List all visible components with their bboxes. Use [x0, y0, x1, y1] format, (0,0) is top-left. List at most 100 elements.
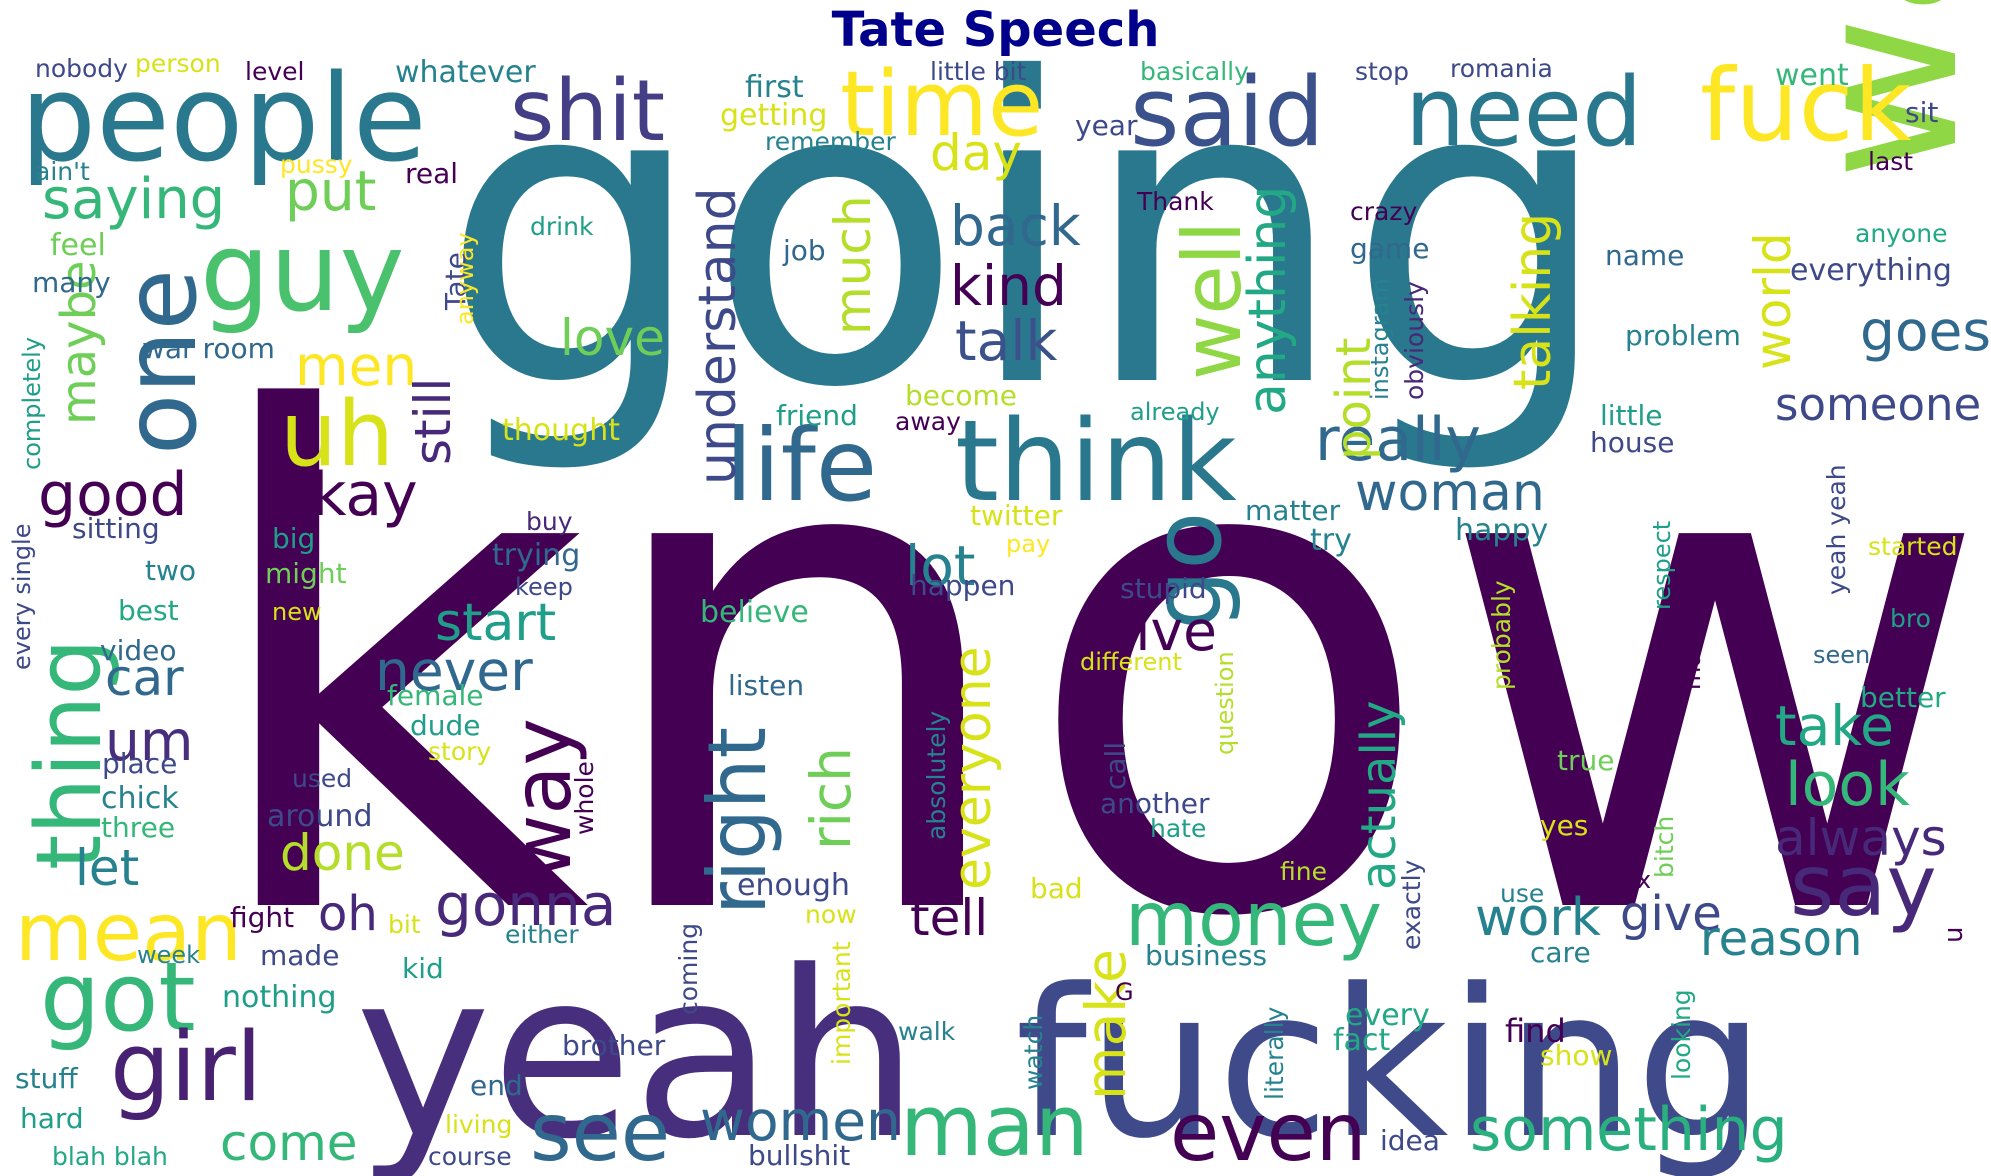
word-men: men — [295, 334, 417, 398]
word-still: still — [404, 378, 462, 465]
word-world: world — [1744, 232, 1802, 370]
word-house: house — [1590, 426, 1674, 459]
word-never: never — [375, 639, 533, 703]
word-living: living — [445, 1110, 512, 1139]
word-made: made — [260, 939, 339, 972]
word-see: see — [530, 1086, 670, 1176]
word-u: u — [1939, 927, 1969, 943]
word-started: started — [1868, 532, 1957, 561]
word-care: care — [1530, 936, 1591, 969]
word-every: every — [1345, 998, 1430, 1033]
word-try: try — [1310, 523, 1352, 558]
word-one: one — [102, 269, 219, 455]
word-let: let — [75, 839, 139, 897]
word-probably: probably — [1487, 580, 1516, 690]
word-nothing: nothing — [222, 980, 337, 1015]
word-really: really — [1315, 405, 1481, 475]
word-come: come — [220, 1114, 358, 1172]
word-already: already — [1130, 398, 1220, 426]
word-take: take — [1775, 694, 1894, 758]
word-make: make — [1074, 949, 1138, 1100]
word-twitter: twitter — [970, 499, 1063, 532]
word-day: day — [930, 124, 1022, 182]
word-tell: tell — [910, 889, 988, 947]
word-true: true — [1557, 744, 1614, 777]
word-seen: seen — [1813, 641, 1870, 669]
word-everyone: everyone — [943, 646, 1003, 890]
word-live: live — [1120, 599, 1217, 663]
word-absolutely: absolutely — [922, 711, 951, 840]
word-either: either — [505, 920, 579, 949]
word-much: much — [824, 195, 882, 335]
word-tate: Tate — [439, 252, 472, 311]
word-matter: matter — [1245, 494, 1341, 527]
word-talking: talking — [1503, 213, 1563, 390]
word-brother: brother — [562, 1029, 666, 1062]
word-getting: getting — [720, 98, 827, 133]
word-real: real — [405, 157, 458, 190]
word-life: life — [725, 407, 877, 524]
word-pay: pay — [1006, 530, 1050, 558]
word-said: said — [1130, 58, 1324, 168]
word-always: always — [1775, 809, 1947, 867]
word-year: year — [1075, 109, 1138, 142]
word-question: question — [1211, 651, 1239, 755]
word-level: level — [245, 57, 304, 86]
word-fine: fine — [1280, 857, 1327, 886]
word-job: job — [782, 234, 826, 267]
word-game: game — [1350, 232, 1429, 265]
word-whatever: whatever — [395, 55, 536, 90]
word-end: end — [470, 1069, 523, 1102]
word-start: start — [435, 593, 556, 653]
word-right: right — [691, 727, 784, 915]
word-yeah: yeah — [355, 923, 919, 1176]
word-stuff: stuff — [15, 1062, 78, 1095]
word-car: car — [105, 649, 184, 707]
word-better: better — [1860, 681, 1946, 714]
word-pussy: pussy — [280, 150, 353, 179]
word-romania: romania — [1450, 54, 1553, 83]
word-money: money — [1125, 875, 1382, 963]
word-many: many — [32, 266, 111, 299]
chart-title: Tate Speech — [831, 2, 1160, 58]
word-idea: idea — [1380, 1124, 1440, 1157]
word-uh: uh — [280, 382, 394, 487]
word-story: story — [428, 737, 491, 766]
word-happen: happen — [910, 569, 1015, 602]
word-g: G — [1115, 978, 1134, 1006]
word-completely: completely — [18, 337, 46, 470]
word-hard: hard — [20, 1102, 84, 1135]
word-keep: keep — [515, 573, 573, 601]
word-think: think — [955, 397, 1237, 527]
word-coming: coming — [674, 923, 703, 1015]
word-kind: kind — [950, 254, 1067, 318]
word-sex: sex — [1610, 866, 1651, 894]
word-away: away — [895, 407, 961, 436]
word-people: people — [20, 50, 427, 189]
word-bro: bro — [1890, 604, 1931, 633]
word-buy: buy — [526, 507, 573, 536]
word-walk: walk — [898, 1017, 956, 1046]
word-fuck: fuck — [1700, 47, 1912, 164]
word-reason: reason — [1700, 911, 1862, 967]
word-video: video — [100, 634, 176, 667]
word-now: now — [805, 900, 857, 929]
word-maybe: maybe — [51, 260, 107, 425]
word-point: point — [1326, 338, 1382, 460]
word-friend: friend — [776, 399, 858, 432]
word-dude: dude — [410, 709, 481, 742]
word-best: best — [118, 594, 179, 627]
word-rich: rich — [799, 747, 863, 850]
word-girl: girl — [110, 1013, 262, 1123]
word-blah-blah: blah blah — [52, 1142, 168, 1171]
word-enough: enough — [737, 868, 850, 903]
word-mean: mean — [15, 886, 242, 979]
word-okay: okay — [275, 460, 418, 530]
word-respect: respect — [1648, 521, 1676, 610]
word-even: even — [1170, 1086, 1366, 1176]
word-someone: someone — [1775, 378, 1981, 431]
word-call: call — [1099, 742, 1132, 790]
word-thank: Thank — [1136, 187, 1214, 216]
word-well: well — [1166, 221, 1259, 380]
word-look: look — [1785, 750, 1910, 820]
